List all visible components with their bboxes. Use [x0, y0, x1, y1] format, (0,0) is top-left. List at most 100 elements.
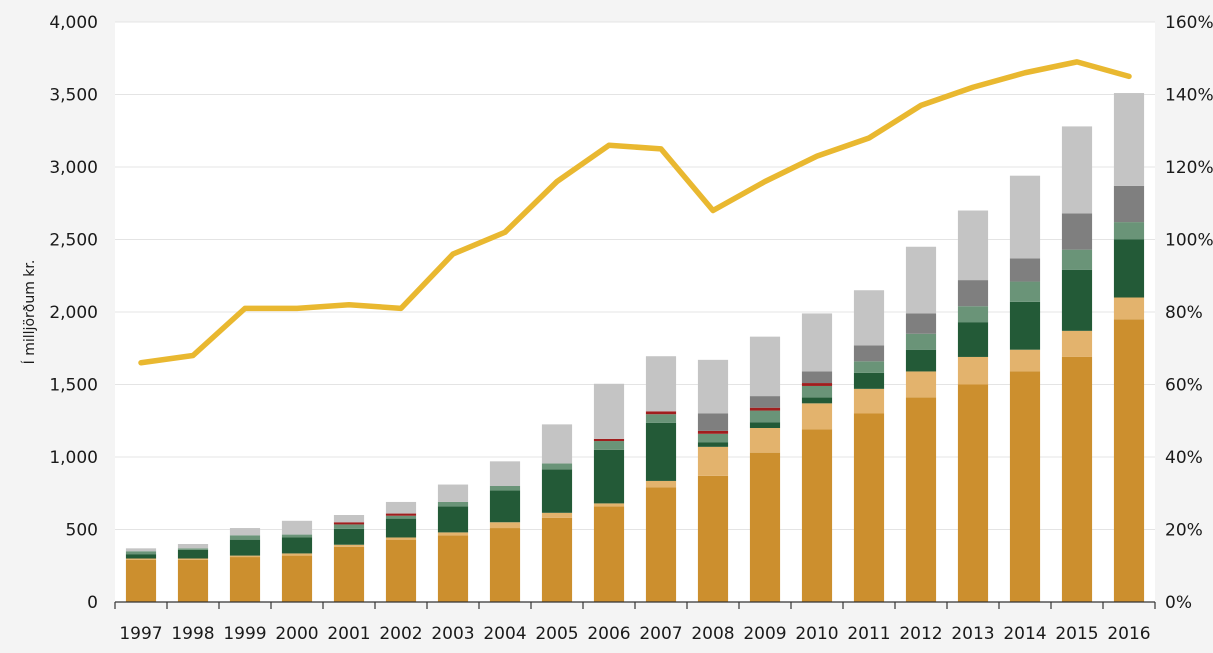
x-tick-label: 1998 [171, 624, 214, 644]
bar-segment [1010, 350, 1040, 372]
bar-segment [386, 514, 416, 516]
bar-segment [1062, 126, 1092, 213]
bar-segment [334, 524, 364, 528]
bar-segment [750, 396, 780, 408]
y-tick-label-right: 100% [1165, 231, 1213, 251]
bar-segment [438, 485, 468, 502]
bar-segment [802, 371, 832, 383]
bar-segment [958, 385, 988, 603]
bar-segment [126, 548, 156, 551]
bar-segment [698, 431, 728, 434]
bar-segment [698, 476, 728, 602]
bar-segment [594, 503, 624, 506]
bar-segment [490, 461, 520, 486]
y-tick-label-right: 160% [1165, 13, 1213, 33]
bar-segment [178, 544, 208, 548]
bar-segment [802, 429, 832, 602]
x-tick-label: 2012 [899, 624, 942, 644]
x-tick-label: 2000 [275, 624, 318, 644]
x-tick-label: 2014 [1003, 624, 1046, 644]
bar-segment [646, 414, 676, 423]
y-tick-label-left: 0 [87, 593, 98, 613]
bar-segment [386, 537, 416, 539]
y-tick-label-left: 3,000 [49, 158, 98, 178]
bar-segment [178, 550, 208, 559]
bar-segment [386, 516, 416, 519]
bar-segment [490, 490, 520, 522]
bar-segment [126, 559, 156, 560]
bar-segment [646, 356, 676, 411]
bar-segment [126, 551, 156, 554]
bar-segment [126, 554, 156, 558]
bar-segment [594, 439, 624, 441]
bar-segment [1062, 250, 1092, 270]
bar-segment [646, 411, 676, 414]
y-tick-label-left: 3,500 [49, 86, 98, 106]
bar-segment [854, 290, 884, 345]
bar-segment [802, 313, 832, 371]
x-tick-label: 2002 [379, 624, 422, 644]
bar-segment [854, 414, 884, 603]
bar-segment [958, 211, 988, 281]
bar-segment [178, 560, 208, 602]
bar-segment [958, 280, 988, 306]
x-tick-label: 2007 [639, 624, 682, 644]
y-tick-label-right: 40% [1165, 448, 1203, 468]
x-tick-label: 2004 [483, 624, 526, 644]
bar-segment [1114, 298, 1144, 320]
bar-segment [1114, 93, 1144, 186]
bar-segment [958, 306, 988, 322]
bar-segment [334, 547, 364, 602]
x-tick-label: 2008 [691, 624, 734, 644]
x-tick-label: 2001 [327, 624, 370, 644]
bar-segment [958, 322, 988, 357]
bar-segment [542, 513, 572, 518]
bar-segment [178, 559, 208, 560]
bar-segment [386, 519, 416, 538]
bar-segment [334, 545, 364, 547]
x-tick-label: 2010 [795, 624, 838, 644]
bar-segment [230, 540, 260, 556]
bar-segment [750, 408, 780, 411]
x-tick-label: 2009 [743, 624, 786, 644]
bar-segment [750, 411, 780, 423]
bar-segment [490, 528, 520, 602]
bar-segment [906, 371, 936, 397]
bar-segment [906, 350, 936, 372]
bar-segment [1010, 371, 1040, 602]
bar-segment [1010, 258, 1040, 281]
bar-segment [698, 414, 728, 431]
bar-segment [1114, 240, 1144, 298]
bar-segment [958, 357, 988, 385]
x-tick-label: 2013 [951, 624, 994, 644]
y-tick-label-left: 500 [66, 521, 98, 541]
bar-segment [854, 361, 884, 373]
bar-segment [698, 443, 728, 447]
x-tick-label: 2011 [847, 624, 890, 644]
bar-segment [542, 464, 572, 470]
y-tick-label-right: 0% [1165, 593, 1192, 613]
bar-segment [906, 313, 936, 333]
bar-segment [230, 557, 260, 602]
bar-segment [1114, 186, 1144, 222]
bar-segment [282, 521, 312, 535]
bar-segment [698, 434, 728, 443]
bar-segment [750, 422, 780, 428]
bar-segment [594, 441, 624, 450]
x-tick-label: 2006 [587, 624, 630, 644]
bar-segment [698, 447, 728, 476]
x-tick-label: 1999 [223, 624, 266, 644]
y-tick-label-right: 120% [1165, 158, 1213, 178]
bar-segment [230, 556, 260, 557]
bar-segment [542, 469, 572, 513]
bar-segment [854, 373, 884, 389]
x-tick-label: 2003 [431, 624, 474, 644]
bar-segment [1062, 331, 1092, 357]
bar-segment [438, 532, 468, 535]
bar-segment [282, 553, 312, 555]
bar-segment [646, 481, 676, 488]
bar-segment [230, 535, 260, 539]
bar-segment [646, 487, 676, 602]
